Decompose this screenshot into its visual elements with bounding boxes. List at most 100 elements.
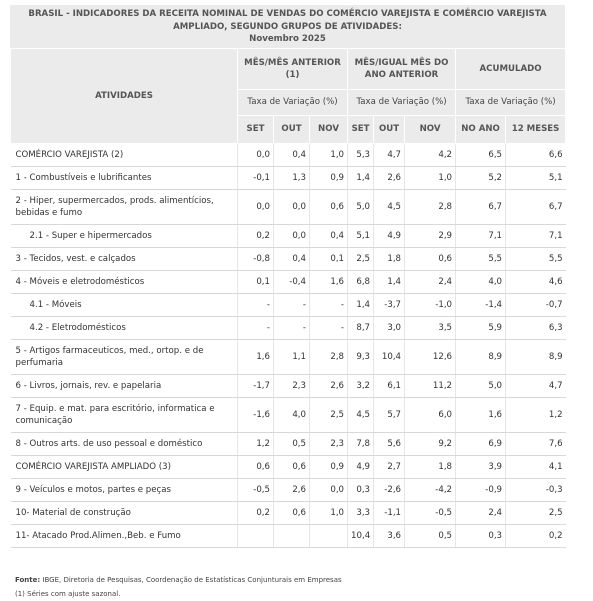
cell: 0,5 bbox=[273, 432, 310, 456]
cell: 2,9 bbox=[404, 224, 456, 248]
column-header: SET bbox=[237, 114, 274, 144]
title-line: BRASIL - INDICADORES DA RECEITA NOMINAL … bbox=[28, 9, 547, 19]
row-label: 6 - Livros, jornais, rev. e papelaria bbox=[10, 374, 238, 398]
row-label: 7 - Equip. e mat. para escritório, infor… bbox=[10, 397, 238, 433]
cell: 4,6 bbox=[505, 270, 566, 294]
row-label: 2 - Hiper, supermercados, prods. aliment… bbox=[10, 189, 238, 225]
data-row: 1 - Combustíveis e lubrificantes -0,1 1,3 0… bbox=[10, 166, 566, 190]
cell: - bbox=[308, 293, 348, 317]
cell: 12,6 bbox=[404, 339, 456, 375]
cell: 0,4 bbox=[273, 143, 310, 167]
column-header: NOV bbox=[404, 114, 457, 144]
cell: -2,6 bbox=[373, 478, 405, 502]
cell: 7,8 bbox=[347, 432, 374, 456]
cell: 0,4 bbox=[273, 247, 310, 271]
group-header: ACUMULADO bbox=[455, 47, 567, 90]
cell: 4,2 bbox=[404, 143, 456, 167]
cell: - bbox=[273, 293, 310, 317]
data-row: 6 - Livros, jornais, rev. e papelaria -1,… bbox=[10, 374, 566, 398]
footer: Fonte: IBGE, Diretoria de Pesquisas, Coo… bbox=[15, 573, 342, 601]
cell: 7,6 bbox=[505, 432, 566, 456]
cell: -0,4 bbox=[273, 270, 310, 294]
cell: 0,1 bbox=[237, 270, 274, 294]
cell: 5,1 bbox=[505, 166, 566, 190]
cell: 4,0 bbox=[273, 397, 310, 433]
cell: 4,9 bbox=[347, 455, 374, 479]
data-row: 5 - Artigos farmaceuticos, med., ortop. … bbox=[10, 339, 566, 375]
row-label: COMÉRCIO VAREJISTA AMPLIADO (3) bbox=[10, 455, 238, 479]
cell: -1,0 bbox=[404, 293, 456, 317]
data-row: 10- Material de construção 0,2 0,6 1,0 3,3 -1… bbox=[10, 501, 566, 525]
source-label: Fonte: bbox=[15, 576, 41, 584]
cell: -3,7 bbox=[373, 293, 405, 317]
cell: 1,8 bbox=[404, 455, 456, 479]
cell: 2,4 bbox=[404, 270, 456, 294]
cell: 9,3 bbox=[347, 339, 374, 375]
cell: 2,5 bbox=[347, 247, 374, 271]
cell: 10,4 bbox=[347, 524, 374, 548]
cell: 5,0 bbox=[455, 374, 506, 398]
row-header: ATIVIDADES bbox=[10, 47, 238, 144]
note: (1) Séries com ajuste sazonal. bbox=[15, 590, 121, 598]
cell: 0,3 bbox=[455, 524, 506, 548]
cell: 4,9 bbox=[373, 224, 405, 248]
cell: 5,7 bbox=[373, 397, 405, 433]
cell: 0,6 bbox=[308, 189, 348, 225]
cell: -0,8 bbox=[237, 247, 274, 271]
cell: 8,9 bbox=[505, 339, 566, 375]
cell: 3,9 bbox=[455, 455, 506, 479]
column-header: OUT bbox=[273, 114, 310, 144]
empty-cell bbox=[273, 524, 310, 548]
cell: 1,0 bbox=[308, 143, 348, 167]
row-label: 9 - Veículos e motos, partes e peças bbox=[10, 478, 238, 502]
cell: 4,5 bbox=[347, 397, 374, 433]
cell: 6,9 bbox=[455, 432, 506, 456]
row-label: 2.1 - Super e hipermercados bbox=[10, 224, 238, 248]
cell: 4,5 bbox=[373, 189, 405, 225]
cell: 5,1 bbox=[347, 224, 374, 248]
cell: 6,5 bbox=[455, 143, 506, 167]
cell: -0,1 bbox=[237, 166, 274, 190]
cell: 0,0 bbox=[308, 478, 348, 502]
data-row: 2 - Hiper, supermercados, prods. aliment… bbox=[10, 189, 566, 225]
subheader: Taxa de Variação (%) bbox=[236, 88, 349, 116]
cell: 4,1 bbox=[505, 455, 566, 479]
row-label: COMÉRCIO VAREJISTA (2) bbox=[10, 143, 238, 167]
cell: 0,5 bbox=[404, 524, 456, 548]
empty-cell bbox=[237, 524, 274, 548]
cell: 3,2 bbox=[347, 374, 374, 398]
cell: 6,1 bbox=[373, 374, 405, 398]
cell: 1,4 bbox=[347, 293, 374, 317]
data-row: 3 - Tecidos, vest. e calçados -0,8 0,4 0,1 2… bbox=[10, 247, 566, 271]
row-label: 10- Material de construção bbox=[10, 501, 238, 525]
row-label: 4 - Móveis e eletrodomésticos bbox=[10, 270, 238, 294]
cell: -0,9 bbox=[455, 478, 506, 502]
cell: 6,7 bbox=[505, 189, 566, 225]
cell: 5,9 bbox=[455, 316, 506, 340]
cell: 2,6 bbox=[273, 478, 310, 502]
source-text: IBGE, Diretoria de Pesquisas, Coordenaçã… bbox=[42, 576, 342, 584]
cell: 4,0 bbox=[455, 270, 506, 294]
title-line: Novembro 2025 bbox=[249, 34, 326, 44]
cell: 0,3 bbox=[347, 478, 374, 502]
cell: 1,0 bbox=[308, 501, 348, 525]
cell: -4,2 bbox=[404, 478, 456, 502]
cell: 1,2 bbox=[237, 432, 274, 456]
cell: -0,7 bbox=[505, 293, 566, 317]
cell: 0,4 bbox=[308, 224, 348, 248]
cell: 2,4 bbox=[455, 501, 506, 525]
row-label: 8 - Outros arts. de uso pessoal e domést… bbox=[10, 432, 238, 456]
cell: 3,3 bbox=[347, 501, 374, 525]
cell: 2,5 bbox=[505, 501, 566, 525]
data-row: 4.1 - Móveis - - -1,4 -3,7 -1,0 -1,4 -0,7 bbox=[10, 293, 566, 317]
cell: - bbox=[273, 316, 310, 340]
cell: 1,2 bbox=[505, 397, 566, 433]
cell: -0,5 bbox=[237, 478, 274, 502]
cell: -0,5 bbox=[404, 501, 456, 525]
cell: 0,1 bbox=[308, 247, 348, 271]
cell: 1,8 bbox=[373, 247, 405, 271]
cell: 0,0 bbox=[237, 143, 274, 167]
cell: 5,5 bbox=[505, 247, 566, 271]
data-row: COMÉRCIO VAREJISTA (2) 0,0 0,4 1,0 5,3 4,7 4,2… bbox=[10, 143, 566, 167]
cell: - bbox=[237, 293, 274, 317]
